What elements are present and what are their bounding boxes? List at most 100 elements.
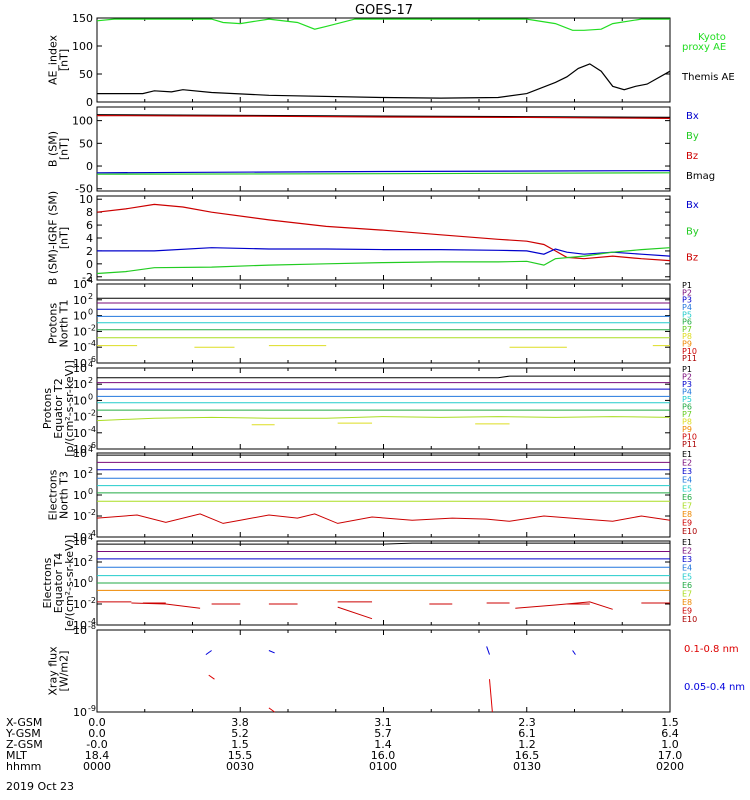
y-tick-exponent: 4 <box>88 276 93 285</box>
series-line <box>96 247 671 275</box>
series-bdiff-0 <box>96 203 671 262</box>
y-tick-label: 10 <box>73 556 87 569</box>
ephemeris-value: 1.5 <box>231 738 249 751</box>
legend-item: Bz <box>686 151 698 162</box>
legend-item: Bz <box>686 253 698 264</box>
ephemeris-date: 2019 Oct 23 <box>6 780 74 793</box>
y-axis-label: [e/(cm²-s-sr-keV)] <box>63 535 76 631</box>
y-tick-exponent: -2 <box>88 596 96 605</box>
y-tick-label: 10 <box>73 468 87 481</box>
series-bdiff-1 <box>97 247 671 257</box>
y-tick-exponent: -4 <box>88 425 96 434</box>
y-tick-label: 10 <box>73 394 87 407</box>
series-bsm-3 <box>96 170 671 174</box>
series-prot_t2-6 <box>96 416 671 422</box>
y-tick-label: 10 <box>73 411 87 424</box>
series-xray-1 <box>205 646 576 656</box>
ephemeris-value: 17.0 <box>658 749 683 762</box>
y-tick-label: 10 <box>73 619 87 632</box>
legend-item: Bx <box>686 200 699 211</box>
legend-item: E8 <box>682 598 692 607</box>
legend-item: E6 <box>682 493 692 502</box>
ephemeris-value: 0030 <box>226 760 254 773</box>
y-tick-exponent: 4 <box>88 445 93 454</box>
y-tick-exponent: -6 <box>88 355 96 364</box>
series-bdiff-2 <box>96 247 671 275</box>
ephemeris-row-label: Z-GSM <box>6 738 43 751</box>
legend-item: Bmag <box>686 171 715 182</box>
legend-item: P8 <box>682 332 692 341</box>
y-tick-label: 10 <box>73 489 87 502</box>
legend-item: P7 <box>682 410 692 419</box>
legend-item: E9 <box>682 519 692 528</box>
series-line <box>96 170 671 174</box>
ephemeris-value: 3.1 <box>374 716 392 729</box>
legend-item: P9 <box>682 425 692 434</box>
series-line <box>96 416 671 422</box>
series-elec_t4-10 <box>515 601 613 610</box>
y-tick-exponent: -8 <box>88 622 96 631</box>
y-axis-label: North T1 <box>58 300 71 348</box>
legend-item: E6 <box>682 581 692 590</box>
y-tick-exponent: -2 <box>88 409 96 418</box>
ephemeris-row-label: MLT <box>6 749 27 762</box>
ephemeris-value: 15.5 <box>228 749 253 762</box>
y-tick-label: 10 <box>73 531 87 544</box>
y-axis-label: [nT] <box>58 227 71 249</box>
y-axis-label: Protons <box>47 303 60 344</box>
legend-item: E5 <box>682 572 692 581</box>
legend-item: By <box>686 226 699 237</box>
y-tick-exponent: 0 <box>88 487 93 496</box>
series-elec_t4-8 <box>131 602 201 609</box>
ephemeris-value: 2.3 <box>518 716 536 729</box>
y-axis-label: Electrons <box>47 469 60 520</box>
y-tick-label: 10 <box>73 598 87 611</box>
y-tick-label: 10 <box>73 447 87 460</box>
y-tick-label: 8 <box>86 206 93 219</box>
legend-item: 0.05-0.4 nm <box>684 682 745 693</box>
series-line <box>96 513 671 524</box>
y-tick-label: 100 <box>72 40 93 53</box>
legend-item: P7 <box>682 325 692 334</box>
y-tick-exponent: -9 <box>88 704 96 713</box>
y-tick-exponent: 2 <box>88 554 93 563</box>
legend-item: E3 <box>682 555 692 564</box>
y-tick-exponent: -2 <box>88 508 96 517</box>
legend-item: E3 <box>682 467 692 476</box>
y-axis-label: Protons <box>41 388 54 429</box>
series-segment <box>572 650 576 655</box>
legend-item: E10 <box>682 527 697 536</box>
y-tick-label: -2 <box>82 271 93 284</box>
series-elec_t4-7 <box>97 601 670 605</box>
panel-frame <box>96 367 671 450</box>
ephemeris-value: 6.1 <box>518 727 536 740</box>
y-tick-label: 10 <box>79 193 93 206</box>
y-tick-exponent: 4 <box>88 533 93 542</box>
series-prot_t1-7 <box>97 345 670 348</box>
series-segment <box>268 707 275 713</box>
legend-item: E5 <box>682 484 692 493</box>
y-tick-exponent: -4 <box>88 339 96 348</box>
y-axis-label: B (SM) <box>47 131 60 167</box>
y-tick-exponent: 2 <box>88 466 93 475</box>
series-segment <box>486 646 490 655</box>
legend-item: P6 <box>682 403 692 412</box>
legend-item: E2 <box>682 547 692 556</box>
series-segment <box>208 674 215 680</box>
legend-item: P8 <box>682 418 692 427</box>
y-tick-exponent: 2 <box>88 376 93 385</box>
y-tick-label: 50 <box>79 137 93 150</box>
y-axis-label: [W/m2] <box>58 651 71 692</box>
legend-item: 0.1-0.8 nm <box>684 644 739 655</box>
y-tick-exponent: -4 <box>88 617 96 626</box>
y-tick-exponent: 4 <box>88 360 93 369</box>
series-bsm-1 <box>96 115 671 119</box>
series-line <box>97 375 670 379</box>
y-axis-label: North T3 <box>58 471 71 519</box>
